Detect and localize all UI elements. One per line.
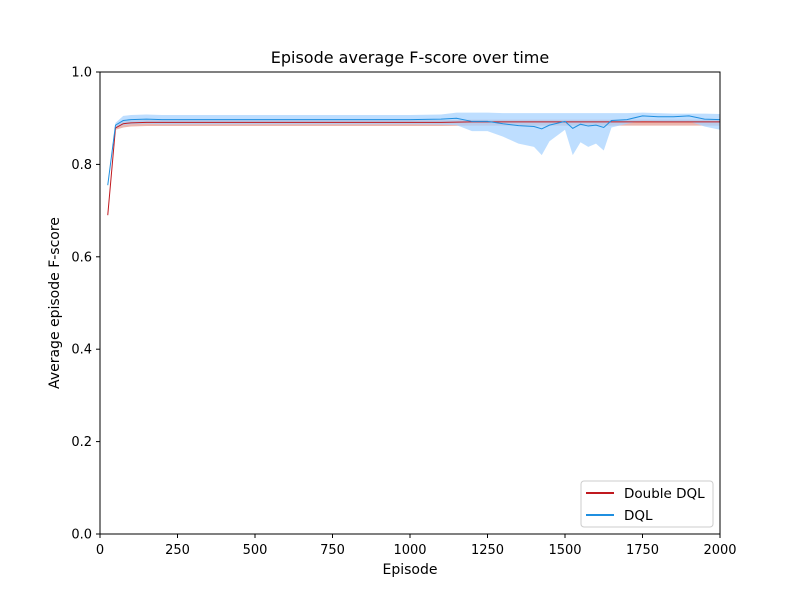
legend-label-double-dql: Double DQL [624,486,705,502]
x-axis: 0 250 500 750 1000 1250 1500 1750 2000 [96,534,737,558]
y-tick-label: 0.4 [71,343,92,358]
x-tick-label: 750 [320,543,345,558]
plot-area [100,72,720,534]
legend: Double DQL DQL [580,480,714,528]
y-tick-label: 0.8 [71,158,92,173]
x-tick-label: 250 [165,543,190,558]
confidence-bands [107,112,720,216]
legend-label-dql: DQL [624,508,653,524]
x-tick-label: 1250 [471,543,504,558]
y-axis: 0.0 0.2 0.4 0.6 0.8 1.0 [71,66,100,543]
x-tick-label: 2000 [703,543,736,558]
y-tick-label: 0.6 [71,250,92,265]
x-axis-label: Episode [383,562,438,578]
y-tick-label: 0.0 [71,528,92,543]
x-tick-label: 1500 [548,543,581,558]
series-lines [107,115,721,216]
dql-band [107,112,720,186]
x-tick-label: 0 [96,543,104,558]
chart-title: Episode average F-score over time [271,48,549,67]
y-axis-label: Average episode F-score [47,217,63,389]
dql-line [107,115,721,186]
x-tick-label: 500 [243,543,268,558]
y-tick-label: 0.2 [71,435,92,450]
x-tick-label: 1750 [626,543,659,558]
double-dql-line [107,121,720,216]
x-tick-label: 1000 [393,543,426,558]
y-tick-label: 1.0 [71,66,92,81]
